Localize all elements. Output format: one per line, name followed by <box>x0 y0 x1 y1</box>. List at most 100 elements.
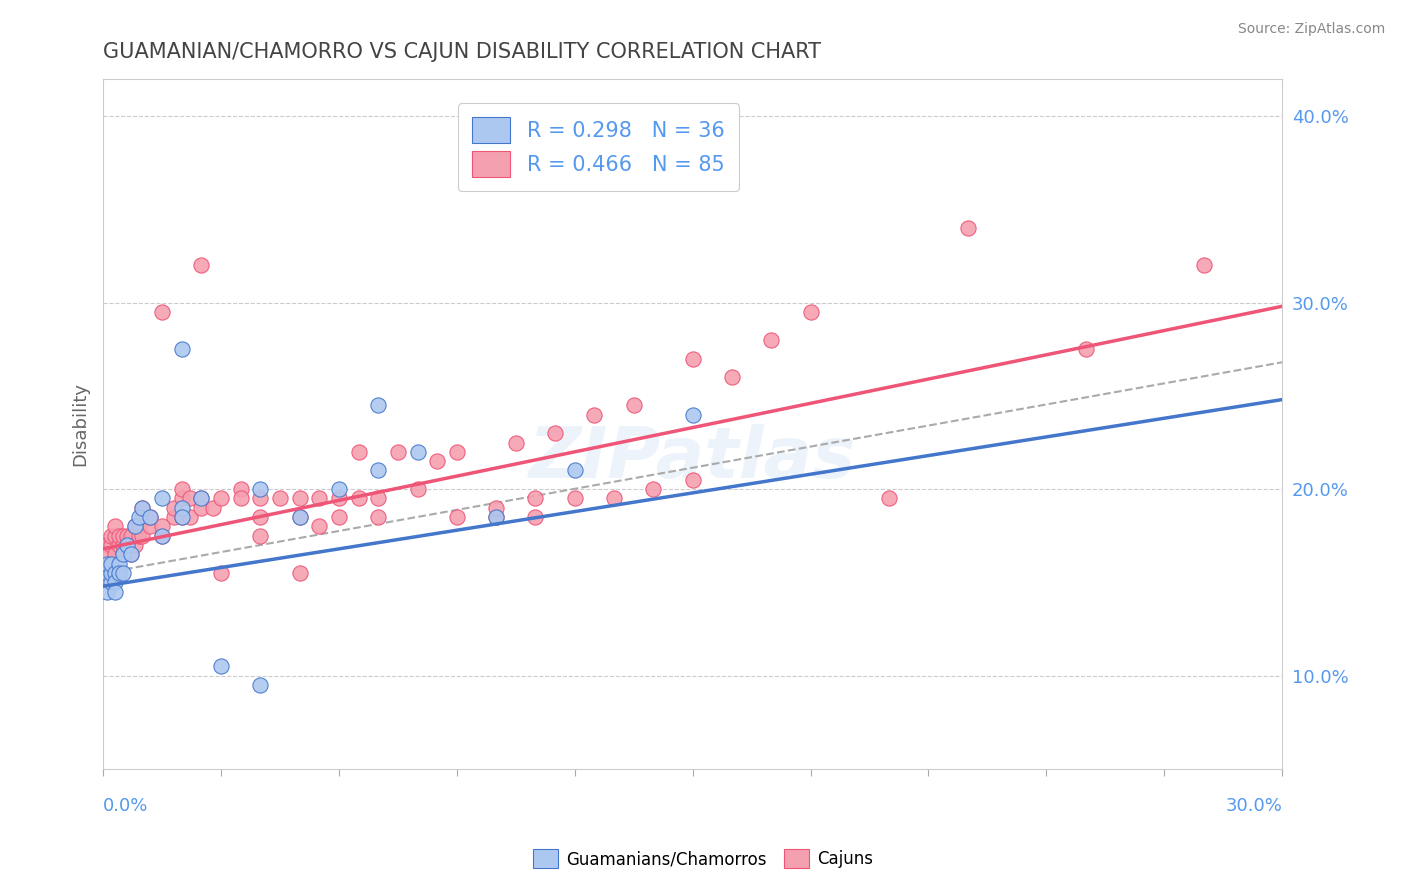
Point <box>104 584 127 599</box>
Point <box>139 510 162 524</box>
Point <box>128 519 150 533</box>
Point <box>485 500 508 515</box>
Point <box>288 510 311 524</box>
Point <box>249 510 271 524</box>
Point <box>128 510 150 524</box>
Point <box>564 491 586 506</box>
Point <box>170 500 193 515</box>
Point <box>209 566 232 581</box>
Point <box>104 519 127 533</box>
Point <box>139 510 162 524</box>
Point <box>111 548 134 562</box>
Point <box>170 342 193 356</box>
Point <box>163 510 186 524</box>
Legend: Guamanians/Chamorros, Cajuns: Guamanians/Chamorros, Cajuns <box>526 843 880 875</box>
Point <box>603 491 626 506</box>
Point <box>104 529 127 543</box>
Point <box>170 510 193 524</box>
Point <box>170 510 193 524</box>
Point <box>150 305 173 319</box>
Point <box>367 510 389 524</box>
Point <box>124 538 146 552</box>
Point <box>111 566 134 581</box>
Point <box>115 538 138 552</box>
Point <box>308 519 330 533</box>
Point <box>120 529 142 543</box>
Text: 30.0%: 30.0% <box>1226 797 1282 814</box>
Point <box>96 548 118 562</box>
Text: 0.0%: 0.0% <box>103 797 149 814</box>
Point <box>446 445 468 459</box>
Point <box>485 510 508 524</box>
Point <box>583 408 606 422</box>
Point <box>249 491 271 506</box>
Point <box>100 557 122 571</box>
Point <box>524 491 547 506</box>
Point <box>209 491 232 506</box>
Point <box>387 445 409 459</box>
Point <box>120 548 142 562</box>
Point <box>682 351 704 366</box>
Point <box>682 473 704 487</box>
Point <box>347 491 370 506</box>
Point <box>120 548 142 562</box>
Legend: R = 0.298   N = 36, R = 0.466   N = 85: R = 0.298 N = 36, R = 0.466 N = 85 <box>458 103 740 191</box>
Point <box>139 519 162 533</box>
Point <box>163 500 186 515</box>
Point <box>721 370 744 384</box>
Point <box>623 398 645 412</box>
Point <box>100 566 122 581</box>
Point <box>229 482 252 496</box>
Point <box>108 538 131 552</box>
Point <box>308 491 330 506</box>
Point <box>96 538 118 552</box>
Point <box>108 529 131 543</box>
Point <box>96 584 118 599</box>
Point <box>179 510 201 524</box>
Point <box>485 510 508 524</box>
Point <box>877 491 900 506</box>
Point <box>249 529 271 543</box>
Point <box>249 482 271 496</box>
Point <box>505 435 527 450</box>
Point <box>111 529 134 543</box>
Point <box>328 510 350 524</box>
Point <box>150 529 173 543</box>
Point <box>328 491 350 506</box>
Point <box>111 538 134 552</box>
Point <box>128 529 150 543</box>
Point <box>100 538 122 552</box>
Point <box>1192 258 1215 272</box>
Point <box>131 510 153 524</box>
Point <box>524 510 547 524</box>
Point <box>100 575 122 590</box>
Point <box>564 463 586 477</box>
Point <box>104 548 127 562</box>
Point <box>96 566 118 581</box>
Point <box>150 529 173 543</box>
Point <box>209 659 232 673</box>
Point <box>761 333 783 347</box>
Point <box>288 491 311 506</box>
Point <box>115 538 138 552</box>
Point <box>956 220 979 235</box>
Point <box>682 408 704 422</box>
Point <box>150 519 173 533</box>
Point <box>100 566 122 581</box>
Point <box>367 491 389 506</box>
Point <box>150 491 173 506</box>
Point <box>124 519 146 533</box>
Point <box>328 482 350 496</box>
Point <box>190 491 212 506</box>
Point <box>288 510 311 524</box>
Point <box>115 529 138 543</box>
Point <box>190 500 212 515</box>
Point <box>202 500 225 515</box>
Point <box>108 557 131 571</box>
Point <box>800 305 823 319</box>
Point <box>347 445 370 459</box>
Point <box>229 491 252 506</box>
Point <box>170 491 193 506</box>
Point <box>96 557 118 571</box>
Point <box>406 482 429 496</box>
